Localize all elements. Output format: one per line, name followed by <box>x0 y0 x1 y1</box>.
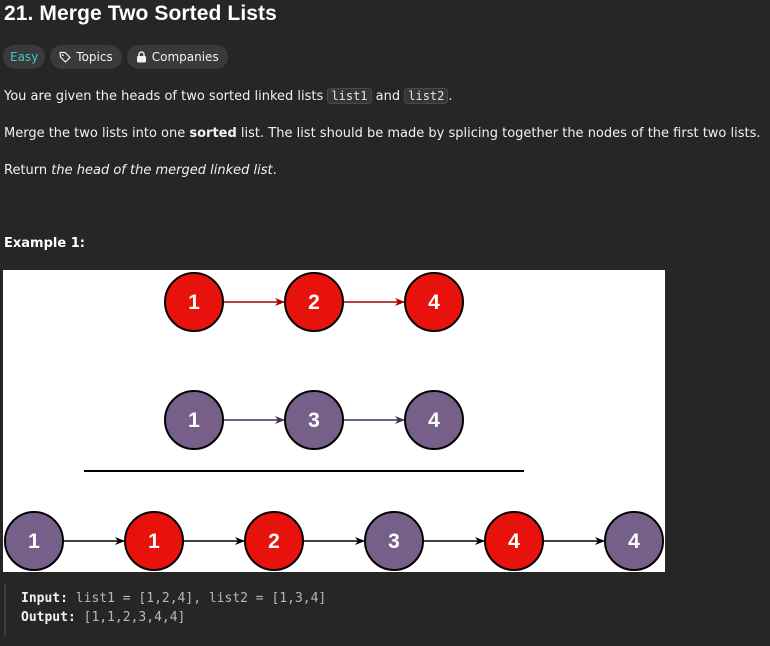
tag-icon <box>59 51 71 63</box>
description-paragraph-2: Merge the two lists into one sorted list… <box>4 126 761 141</box>
description-paragraph-1: You are given the heads of two sorted li… <box>4 88 453 104</box>
example-input: Input: list1 = [1,2,4], list2 = [1,3,4] <box>21 591 327 606</box>
example-diagram: 1 2 4 1 3 4 1 1 2 3 4 4 <box>3 270 665 572</box>
merged-node-0-circle <box>4 511 64 571</box>
inline-code-list1: list1 <box>327 88 372 104</box>
list1-node-0-label: 1 <box>188 291 200 314</box>
list1-node-1-circle <box>284 272 344 332</box>
list2-node-2-circle <box>404 390 464 450</box>
list2-node-1-label: 3 <box>308 409 320 432</box>
list1-node-2: 4 <box>404 272 464 332</box>
list1-node-1-label: 2 <box>308 291 320 314</box>
merged-node-0: 1 <box>4 511 64 571</box>
list2-node-1-circle <box>284 390 344 450</box>
list1-node-0: 1 <box>164 272 224 332</box>
merged-node-1-label: 1 <box>148 530 160 553</box>
merged-node-3-label: 3 <box>388 530 400 553</box>
merged-node-1-circle <box>124 511 184 571</box>
list1-node-0-circle <box>164 272 224 332</box>
merged-node-2: 2 <box>244 511 304 571</box>
merged-node-5-label: 4 <box>628 530 640 553</box>
merged-node-5: 4 <box>604 511 664 571</box>
problem-tags: Easy Topics Companies <box>3 45 228 69</box>
merged-node-3: 3 <box>364 511 424 571</box>
list1-node-2-circle <box>404 272 464 332</box>
merged-node-5-circle <box>604 511 664 571</box>
merged-node-1: 1 <box>124 511 184 571</box>
bold-sorted: sorted <box>189 126 237 141</box>
emphasis-return: the head of the merged linked list <box>51 163 273 178</box>
list2-node-0-label: 1 <box>188 409 200 432</box>
list1-node-2-label: 4 <box>428 291 440 314</box>
merged-node-2-label: 2 <box>268 530 280 553</box>
list2-node-2: 4 <box>404 390 464 450</box>
merged-node-4: 4 <box>484 511 544 571</box>
list2-node-0-circle <box>164 390 224 450</box>
example-output: Output: [1,1,2,3,4,4] <box>21 610 186 625</box>
list1-node-1: 2 <box>284 272 344 332</box>
list2-node-1: 3 <box>284 390 344 450</box>
description-paragraph-3: Return the head of the merged linked lis… <box>4 163 277 178</box>
problem-title: 21. Merge Two Sorted Lists <box>4 2 277 25</box>
merged-node-4-label: 4 <box>508 530 520 553</box>
merged-node-0-label: 1 <box>28 530 40 553</box>
companies-button[interactable]: Companies <box>126 45 228 69</box>
merged-node-3-circle <box>364 511 424 571</box>
list2-node-0: 1 <box>164 390 224 450</box>
merged-node-2-circle <box>244 511 304 571</box>
topics-label: Topics <box>76 50 113 64</box>
lock-icon <box>136 51 147 63</box>
inline-code-list2: list2 <box>404 88 449 104</box>
companies-label: Companies <box>151 50 219 64</box>
merged-node-4-circle <box>484 511 544 571</box>
topics-button[interactable]: Topics <box>50 45 122 69</box>
example-title: Example 1: <box>4 236 85 251</box>
example-io: Input: list1 = [1,2,4], list2 = [1,3,4] … <box>4 584 764 636</box>
list2-node-2-label: 4 <box>428 409 440 432</box>
linked-list-diagram: 1 2 4 1 3 4 1 1 2 3 4 4 <box>4 272 664 571</box>
difficulty-badge[interactable]: Easy <box>3 45 46 69</box>
